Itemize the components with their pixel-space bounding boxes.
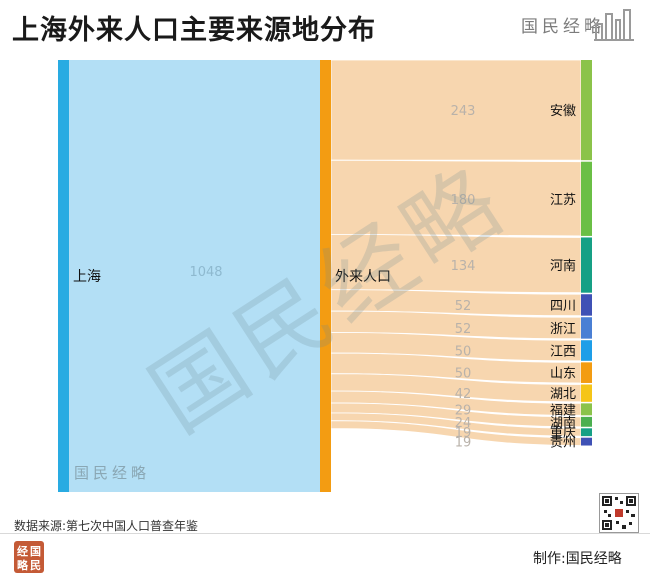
flow-band — [69, 60, 320, 492]
node-bar — [320, 60, 331, 492]
data-label: 19 — [455, 436, 472, 451]
data-label: 50 — [455, 345, 472, 360]
node-label: 河南 — [550, 258, 576, 274]
node-bar — [581, 60, 592, 161]
node-bar — [581, 161, 592, 236]
node-label: 四川 — [550, 299, 576, 314]
node-label: 山东 — [550, 367, 576, 382]
qr-code-icon — [599, 493, 639, 533]
node-label: 浙江 — [550, 322, 576, 337]
node-bar — [581, 428, 592, 437]
sankey-chart: 安徽 243 江苏 180 河南 134 四川 52 浙江 52 江西 50 山东 50 湖北 42 福建 29 湖… — [58, 59, 592, 492]
data-label: 42 — [455, 387, 472, 402]
data-label: 134 — [451, 259, 476, 274]
node-bar — [581, 437, 592, 446]
node-bar — [581, 416, 592, 427]
node-bar — [581, 294, 592, 316]
node-bar — [581, 362, 592, 383]
node-bar — [581, 317, 592, 339]
chart-title: 上海外来人口主要来源地分布 — [12, 15, 376, 46]
node-label: 湖南 — [550, 415, 576, 431]
data-label: 19 — [455, 426, 472, 441]
node-bar — [581, 237, 592, 293]
source-note: 数据来源:第七次中国人口普查年鉴 — [14, 519, 199, 533]
logo-char: 略 — [17, 559, 28, 572]
node-label: 上海 — [73, 269, 101, 285]
data-label: 52 — [455, 322, 472, 337]
data-label: 24 — [455, 416, 472, 431]
seal-logo-icon: 国 民 经 略 — [14, 541, 44, 573]
data-label: 29 — [455, 403, 472, 418]
data-label: 50 — [455, 367, 472, 382]
node-label: 湖北 — [550, 387, 576, 402]
data-label: 243 — [451, 104, 476, 119]
node-label: 外来人口 — [335, 269, 391, 285]
data-label: 52 — [455, 299, 472, 314]
node-bar — [581, 340, 592, 361]
node-label: 重庆 — [550, 425, 576, 441]
data-label: 1048 — [189, 265, 222, 280]
node-bar — [581, 384, 592, 402]
node-label: 安徽 — [550, 104, 576, 119]
watermark-small: 国民经略 — [74, 464, 151, 482]
logo-char: 经 — [17, 545, 28, 558]
node-bar — [58, 60, 69, 492]
maker-label: 制作:国民经略 — [533, 551, 622, 567]
node-label: 贵州 — [550, 436, 576, 451]
flow-band — [330, 59, 582, 161]
brand-name: 国民经略 — [521, 17, 605, 37]
node-bar — [581, 403, 592, 416]
node-label: 江苏 — [550, 192, 576, 208]
skyline-bars-icon — [594, 9, 634, 41]
logo-char: 国 — [30, 545, 41, 558]
node-label: 江西 — [550, 345, 576, 360]
logo-char: 民 — [30, 559, 41, 572]
node-label: 福建 — [550, 403, 576, 418]
data-label: 180 — [451, 193, 476, 208]
footer-divider — [0, 533, 650, 534]
